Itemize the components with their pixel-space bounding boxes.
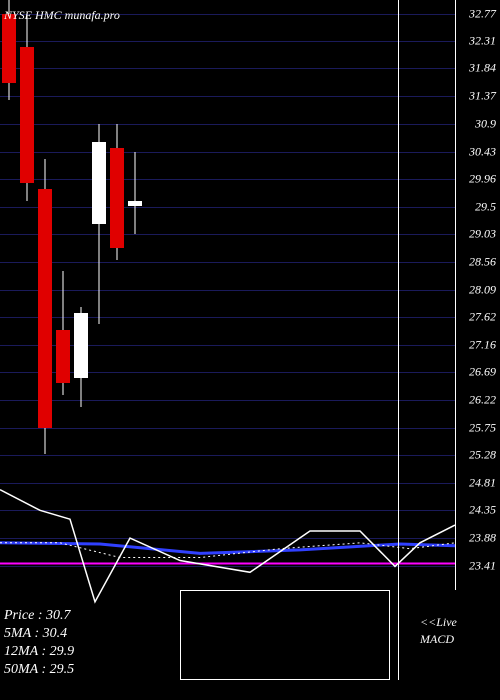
chart-title: NYSE HMC munafa.pro xyxy=(4,8,120,23)
y-axis-label: 25.75 xyxy=(469,420,496,435)
info-price: Price : 30.7 xyxy=(4,608,70,624)
info-5ma: 5MA : 30.4 xyxy=(4,626,67,642)
y-axis-label: 30.9 xyxy=(475,116,496,131)
y-axis-label: 28.56 xyxy=(469,254,496,269)
y-axis-label: 27.16 xyxy=(469,337,496,352)
y-axis-label: 32.31 xyxy=(469,33,496,48)
live-vertical-line xyxy=(398,0,399,590)
y-axis-label: 24.81 xyxy=(469,476,496,491)
y-axis-label: 24.35 xyxy=(469,503,496,518)
y-axis-label: 29.03 xyxy=(469,227,496,242)
candlestick xyxy=(92,0,106,590)
y-axis-label: 30.43 xyxy=(469,144,496,159)
y-axis-label: 23.88 xyxy=(469,531,496,546)
y-axis-label: 26.22 xyxy=(469,393,496,408)
y-axis-label: 29.5 xyxy=(475,199,496,214)
y-axis-label: 25.28 xyxy=(469,448,496,463)
y-axis-label: 27.62 xyxy=(469,310,496,325)
candlestick xyxy=(20,0,34,590)
y-axis-label: 28.09 xyxy=(469,282,496,297)
candlestick xyxy=(110,0,124,590)
y-axis-label: 32.77 xyxy=(469,6,496,21)
candlestick xyxy=(38,0,52,590)
stock-chart: NYSE HMC munafa.pro 32.77 32.31 31.84 31.37… xyxy=(0,0,500,700)
candlestick xyxy=(56,0,70,590)
info-50ma: 50MA : 29.5 xyxy=(4,662,74,678)
macd-label: MACD xyxy=(420,632,454,647)
y-axis-label: 31.84 xyxy=(469,61,496,76)
candlestick xyxy=(128,0,142,590)
info-12ma: 12MA : 29.9 xyxy=(4,644,74,660)
y-axis-label: 26.69 xyxy=(469,365,496,380)
candlestick xyxy=(74,0,88,590)
macd-spike-line xyxy=(398,590,399,680)
candlestick xyxy=(2,0,16,590)
y-axis-label: 31.37 xyxy=(469,89,496,104)
right-margin-line xyxy=(455,0,456,590)
y-axis-label: 23.41 xyxy=(469,558,496,573)
y-axis-label: 29.96 xyxy=(469,172,496,187)
live-label: <<Live xyxy=(420,615,457,630)
macd-panel xyxy=(180,590,390,680)
